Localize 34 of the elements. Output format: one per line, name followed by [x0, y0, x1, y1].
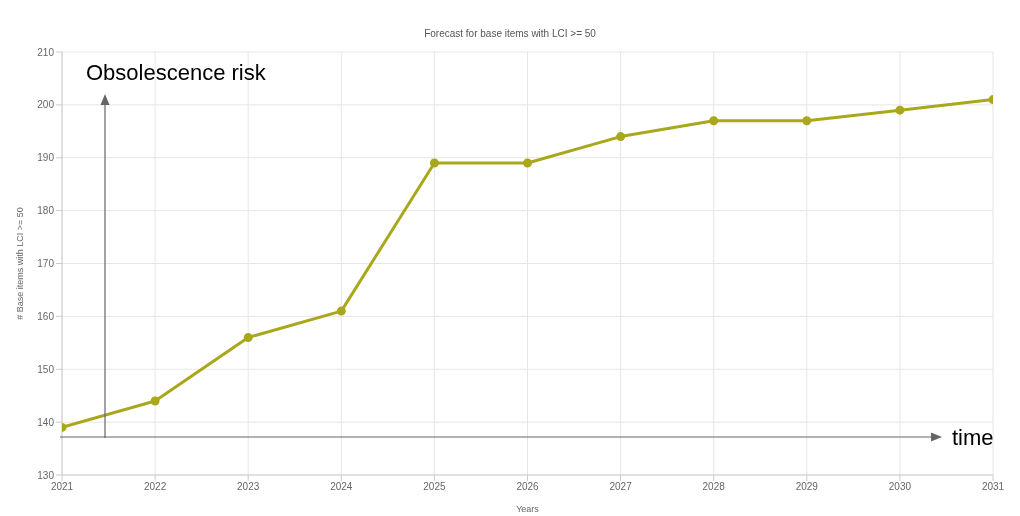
chart-title: Forecast for base items with LCI >= 50 [423, 28, 597, 39]
x-tick-label: 2026 [516, 481, 540, 493]
y-tick-label: 210 [37, 46, 55, 58]
y-tick-label: 200 [37, 99, 55, 111]
x-tick-label: 2028 [702, 481, 726, 493]
y-tick-label: 130 [37, 469, 55, 481]
point [243, 333, 253, 343]
y-tick-label: 140 [37, 416, 55, 428]
x-tick-label: 2031 [981, 481, 1005, 493]
x-tick-label: 2027 [609, 481, 633, 493]
x-tick-label: 2025 [423, 481, 446, 493]
annotation: time [952, 425, 994, 451]
y-tick-label: 190 [37, 152, 55, 164]
point [802, 116, 812, 126]
x-tick-label: 2029 [795, 481, 819, 493]
x-tick-label: 2021 [50, 481, 74, 493]
x-tick-label: 2024 [330, 481, 353, 493]
x-axis-title: Years [516, 504, 540, 514]
y-axis-title: # Base items with LCI >= 50 [15, 207, 26, 320]
point [895, 105, 905, 115]
y-tick-label: 170 [37, 258, 55, 270]
y-tick-label: 180 [37, 205, 55, 217]
x-tick-label: 2022 [143, 481, 167, 493]
point [709, 116, 719, 126]
point [429, 158, 439, 168]
point [616, 132, 626, 142]
annotation: Obsolescence risk [86, 60, 266, 86]
point [523, 158, 532, 168]
x-tick-label: 2023 [237, 481, 260, 493]
y-tick-label: 150 [37, 363, 55, 375]
y-tick-label: 160 [37, 310, 55, 322]
x-tick-label: 2030 [888, 481, 912, 493]
point [336, 306, 346, 316]
point [150, 396, 160, 406]
